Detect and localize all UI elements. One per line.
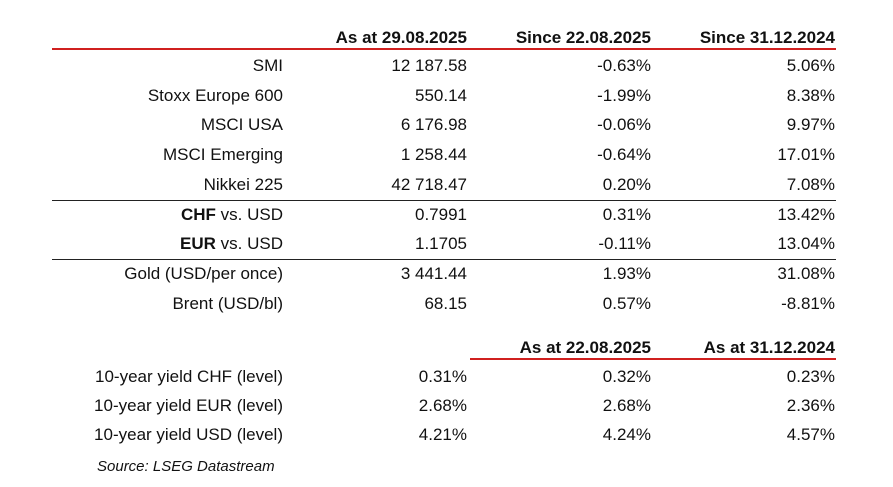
row-value: 4.21% [418,425,467,444]
row-prev-year: 2.36% [786,396,835,415]
currency-pair-rest: vs. USD [215,205,283,224]
row-value: 2.68% [418,396,467,415]
row-label: EUR vs. USD [180,234,283,254]
row-value: 6 176.98 [400,115,467,134]
row-change-week: 0.57% [602,294,651,313]
currency-code: CHF [180,205,216,224]
source-note: Source: LSEG Datastream [97,458,275,475]
row-change-week: -0.06% [597,115,651,134]
row-change-week: -0.64% [597,145,651,164]
row-prev-week: 0.32% [602,367,651,386]
currency-pair-rest: vs. USD [215,234,283,253]
section-divider [52,259,836,260]
row-change-week: -0.11% [598,234,651,253]
row-label: MSCI Emerging [163,145,283,164]
row-value: 12 187.58 [391,56,467,75]
row-label: MSCI USA [200,115,283,134]
row-label: 10-year yield EUR (level) [94,396,283,415]
row-change-week: 1.93% [602,264,651,283]
row-change-week: 0.31% [602,205,651,224]
row-label: Brent (USD/bl) [172,294,283,313]
row-prev-week: 2.68% [602,396,651,415]
row-change-year: -8.81% [781,294,835,313]
yields-header-col-week: As at 22.08.2025 [519,338,651,357]
row-value: 68.15 [424,294,467,313]
row-label: 10-year yield USD (level) [94,425,283,444]
row-value: 1.1705 [415,234,467,253]
row-change-year: 17.01% [777,145,835,164]
row-label: Gold (USD/per once) [124,264,283,283]
row-value: 0.31% [418,367,467,386]
header-col-since-year: Since 31.12.2024 [699,28,835,47]
row-value: 0.7991 [415,205,467,224]
row-change-year: 31.08% [777,264,835,283]
row-value: 550.14 [415,86,467,105]
row-change-year: 13.42% [777,205,835,224]
row-change-year: 5.06% [786,56,835,75]
row-label: Nikkei 225 [203,175,283,194]
row-label: 10-year yield CHF (level) [95,367,283,386]
header-rule [52,48,836,50]
section-divider [52,200,836,201]
row-prev-year: 4.57% [786,425,835,444]
row-label: CHF vs. USD [181,205,283,225]
row-change-year: 9.97% [786,115,835,134]
row-value: 42 718.47 [391,175,467,194]
row-change-week: -1.99% [597,86,651,105]
row-value: 3 441.44 [400,264,467,283]
yields-header-col-year: As at 31.12.2024 [703,338,835,357]
row-prev-week: 4.24% [602,425,651,444]
row-label: SMI [252,56,283,75]
row-change-week: -0.63% [597,56,651,75]
currency-code: EUR [180,234,216,253]
row-change-year: 7.08% [786,175,835,194]
header-col-since-week: Since 22.08.2025 [515,28,651,47]
row-change-year: 13.04% [777,234,835,253]
yields-header-rule [470,358,836,360]
header-col-as-at: As at 29.08.2025 [335,28,467,47]
row-prev-year: 0.23% [786,367,835,386]
row-change-year: 8.38% [786,86,835,105]
row-value: 1 258.44 [400,145,467,164]
row-label: Stoxx Europe 600 [147,86,283,105]
row-change-week: 0.20% [602,175,651,194]
